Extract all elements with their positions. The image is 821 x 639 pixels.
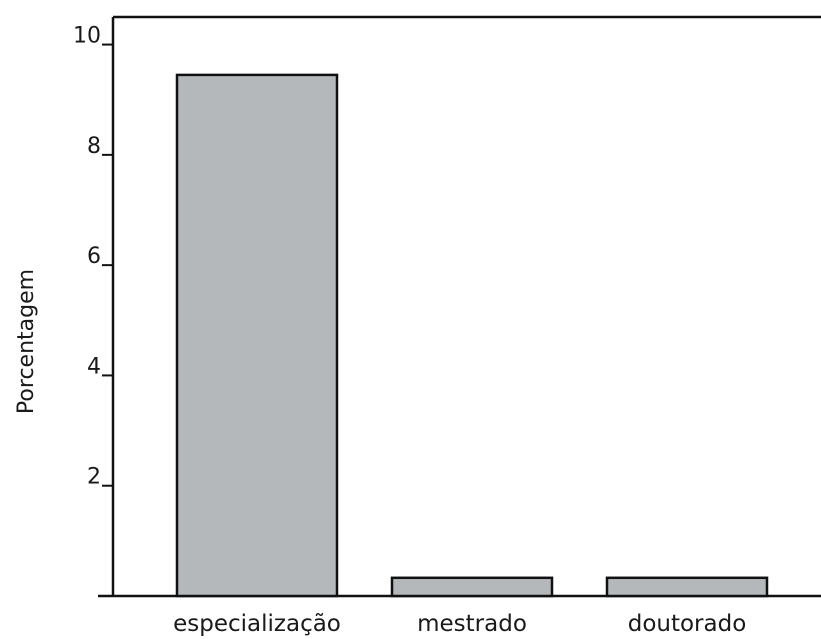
- y-tick-label: 6: [87, 244, 101, 269]
- y-tick-label: 4: [87, 354, 101, 379]
- bar: [605, 576, 769, 598]
- bars: [175, 73, 769, 598]
- x-tick-labels: especialização mestrado doutorado: [173, 611, 746, 637]
- x-tick-label: mestrado: [417, 611, 527, 637]
- y-ticks: 2 4 6 8 10: [73, 24, 113, 490]
- bar: [175, 73, 339, 598]
- x-tick-label: doutorado: [628, 611, 747, 637]
- bar: [390, 576, 554, 598]
- y-tick-label: 10: [73, 24, 101, 49]
- y-tick-label: 2: [87, 465, 101, 490]
- y-axis-label: Porcentagem: [14, 269, 39, 414]
- x-tick-label: especialização: [173, 611, 341, 637]
- y-tick-label: 8: [87, 134, 101, 159]
